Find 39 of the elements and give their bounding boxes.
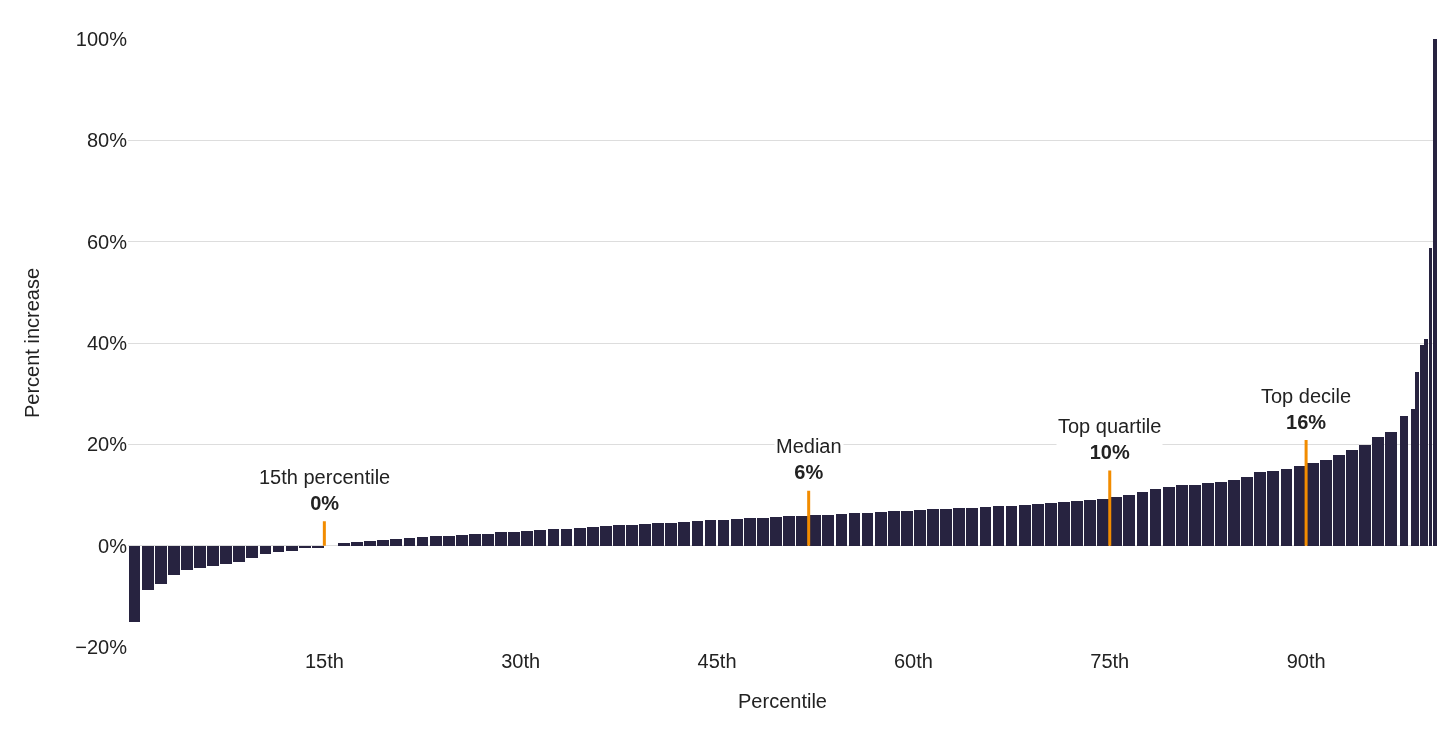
bar [1281, 469, 1292, 546]
x-tick-label: 90th [1286, 650, 1326, 672]
y-tick-label: 100% [75, 28, 128, 50]
annotation: Top decile 16% [1261, 385, 1352, 433]
y-tick-label: 40% [86, 332, 128, 354]
x-axis-title: Percentile [738, 689, 827, 712]
bar [705, 520, 716, 546]
y-tick-label: 60% [86, 230, 128, 253]
bar [718, 520, 729, 546]
annotation: Top quartile 10% [1058, 415, 1162, 463]
annotation: Median 6% [776, 435, 842, 483]
bar [862, 513, 873, 546]
x-tick-label: 75th [1090, 650, 1130, 672]
y-axis-title: Percent increase [20, 267, 43, 419]
bar [561, 529, 572, 546]
bar [849, 513, 860, 546]
bar [260, 546, 271, 554]
bar [129, 546, 140, 622]
bar [993, 506, 1004, 546]
bar [836, 514, 847, 546]
y-tick-label: 80% [86, 129, 128, 152]
x-tick-label: 45th [697, 650, 737, 672]
x-tick-label: 60th [893, 650, 933, 672]
bar [404, 538, 415, 546]
bar [692, 521, 703, 546]
bar [1137, 492, 1148, 546]
bar [548, 529, 559, 546]
bar [1006, 506, 1017, 546]
annotation: 15th percentile 0% [259, 466, 391, 514]
bar [417, 537, 428, 546]
x-tick-label: 15th [304, 650, 344, 672]
y-tick-label: −20% [75, 636, 128, 658]
bar [273, 546, 284, 552]
y-tick-label: 0% [98, 534, 128, 557]
y-tick-label: 20% [86, 433, 128, 456]
x-tick-label: 30th [501, 650, 541, 672]
bar [1150, 489, 1161, 546]
bar [980, 507, 991, 546]
bar [1294, 466, 1305, 546]
